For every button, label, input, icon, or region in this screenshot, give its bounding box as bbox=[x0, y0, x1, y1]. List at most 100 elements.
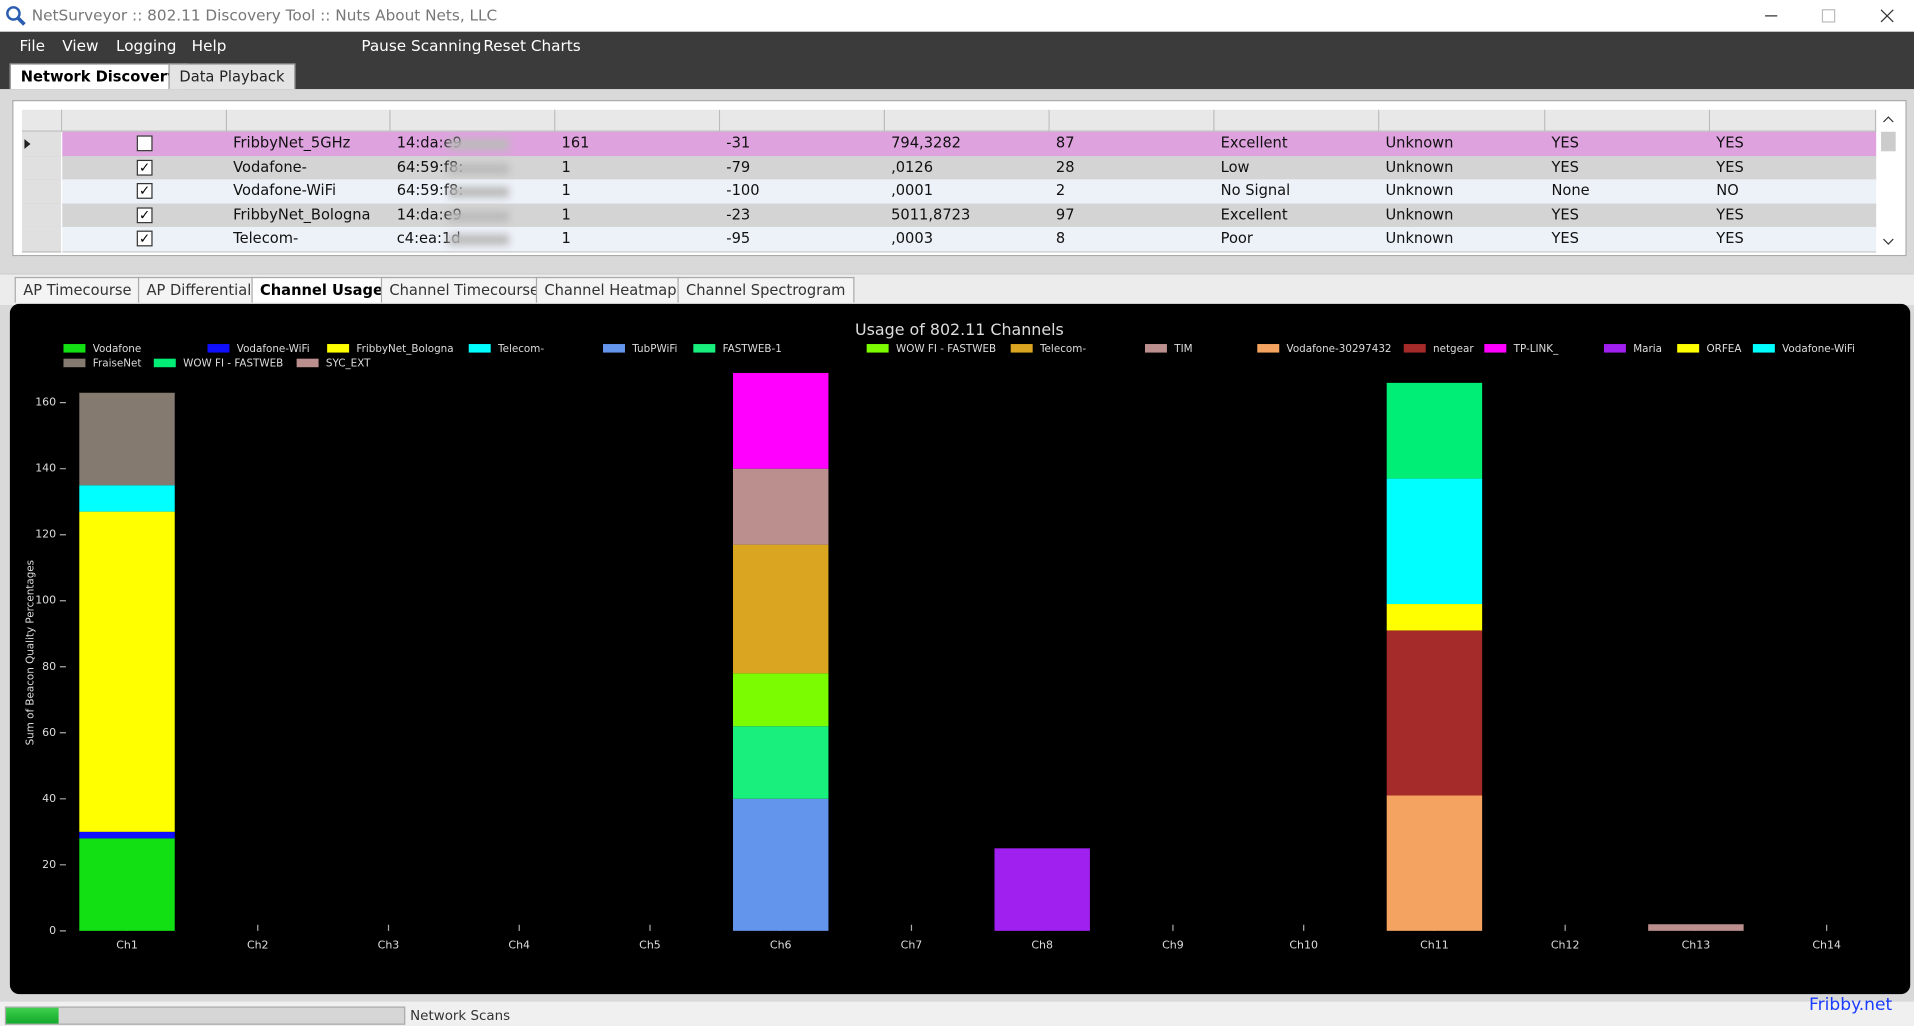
menu-item[interactable]: View bbox=[62, 36, 99, 55]
legend-swatch bbox=[1403, 344, 1426, 353]
table-cell: FribbyNet_5GHz bbox=[233, 134, 351, 152]
x-tick-label: Ch12 bbox=[1551, 938, 1580, 951]
table-cell: 64:59:f8: bbox=[396, 158, 464, 176]
row-header bbox=[21, 203, 62, 229]
table-cell: Unknown bbox=[1385, 205, 1454, 224]
legend-swatch bbox=[153, 358, 176, 368]
table-cell: 2 bbox=[1055, 182, 1066, 200]
x-tick-label: Ch1 bbox=[116, 938, 138, 951]
table-cell: Vodafone- bbox=[233, 158, 307, 176]
table-row[interactable] bbox=[62, 179, 1877, 205]
table-cell: Telecom- bbox=[233, 229, 299, 247]
chart-background bbox=[9, 303, 1911, 995]
chart-tab[interactable]: Channel Heatmap bbox=[535, 276, 686, 303]
row-header bbox=[21, 155, 62, 181]
legend-label: TubPWiFi bbox=[631, 343, 677, 355]
chart-tab[interactable]: AP Timecourse bbox=[14, 276, 141, 303]
status-label: Network Scans bbox=[410, 1007, 511, 1024]
bar-segment bbox=[79, 511, 175, 832]
column-header bbox=[1379, 109, 1546, 132]
legend-swatch bbox=[603, 344, 625, 353]
table-cell: Unknown bbox=[1385, 182, 1454, 200]
redacted bbox=[447, 186, 510, 198]
legend-label: TP-LINK_ bbox=[1513, 343, 1559, 355]
table-cell: None bbox=[1551, 182, 1590, 200]
menu-bar bbox=[0, 31, 1914, 61]
column-header bbox=[555, 109, 721, 132]
chart-tab[interactable]: AP Differential bbox=[137, 276, 260, 303]
table-cell: Unknown bbox=[1385, 158, 1454, 176]
table-cell: YES bbox=[1716, 158, 1744, 176]
title-bar: NetSurveyor :: 802.11 Discovery Tool :: … bbox=[0, 0, 1914, 32]
table-row[interactable] bbox=[62, 155, 1877, 181]
x-tick-label: Ch6 bbox=[770, 938, 792, 951]
legend-swatch bbox=[1752, 344, 1775, 353]
chart-tab[interactable]: Channel Spectrogram bbox=[677, 276, 854, 303]
bar-segment bbox=[1386, 630, 1483, 796]
table-row[interactable] bbox=[62, 227, 1877, 253]
table-cell: Excellent bbox=[1220, 134, 1288, 152]
legend-swatch bbox=[296, 358, 319, 368]
redacted bbox=[447, 139, 510, 151]
checkbox[interactable] bbox=[136, 135, 153, 152]
y-tick-label: 140 bbox=[35, 462, 56, 475]
bar-segment bbox=[733, 468, 829, 545]
bar-segment bbox=[733, 673, 829, 727]
checkbox[interactable]: ✓ bbox=[136, 231, 153, 247]
legend-swatch bbox=[866, 344, 889, 353]
column-header bbox=[21, 109, 63, 132]
chart-tab[interactable]: Channel Timecourse bbox=[380, 276, 548, 303]
table-cell: Vodafone-WiFi bbox=[233, 182, 337, 200]
bar-segment bbox=[79, 831, 175, 839]
table-cell: 64:59:f8: bbox=[396, 182, 464, 200]
legend-label: WOW FI - FASTWEB bbox=[896, 343, 996, 355]
legend-label: WOW FI - FASTWEB bbox=[183, 358, 283, 370]
bar-segment bbox=[733, 372, 829, 469]
app-icon bbox=[6, 6, 26, 26]
checkbox[interactable]: ✓ bbox=[136, 159, 153, 176]
checkbox[interactable]: ✓ bbox=[136, 183, 153, 200]
menu-item[interactable]: Logging bbox=[115, 36, 177, 55]
menu-item[interactable]: Help bbox=[191, 36, 227, 55]
y-tick-label: 160 bbox=[35, 396, 56, 409]
checkbox[interactable]: ✓ bbox=[136, 207, 153, 224]
table-cell: 14:da:e9 bbox=[396, 205, 462, 224]
table-cell: -31 bbox=[726, 134, 751, 152]
menu-button[interactable]: Reset Charts bbox=[483, 36, 581, 55]
table-cell: YES bbox=[1551, 229, 1579, 247]
column-header bbox=[1710, 109, 1877, 132]
legend-label: Maria bbox=[1633, 343, 1662, 355]
chart-tab[interactable]: Channel Usage bbox=[251, 276, 392, 303]
table-cell: 8 bbox=[1055, 229, 1066, 247]
table-cell: 161 bbox=[561, 134, 590, 152]
y-tick-label: 0 bbox=[49, 924, 56, 937]
status-link[interactable]: Fribby.net bbox=[1809, 995, 1893, 1016]
top-tab[interactable]: Network Discovery bbox=[9, 63, 188, 90]
y-axis-label: Sum of Beacon Quality Percentages bbox=[25, 560, 37, 745]
grid-scrollbar[interactable] bbox=[1877, 110, 1899, 252]
legend-swatch bbox=[1603, 344, 1626, 353]
table-cell: 97 bbox=[1055, 205, 1075, 224]
column-header bbox=[1049, 109, 1215, 132]
x-tick-label: Ch8 bbox=[1031, 938, 1053, 951]
legend-label: TIM bbox=[1173, 343, 1192, 355]
table-cell: -100 bbox=[726, 182, 760, 200]
menu-button[interactable]: Pause Scanning bbox=[361, 36, 482, 55]
legend-label: Telecom- bbox=[1039, 343, 1086, 355]
y-tick-label: 80 bbox=[42, 660, 56, 673]
x-tick-label: Ch2 bbox=[247, 938, 269, 951]
y-tick-label: 40 bbox=[42, 792, 56, 805]
top-tab[interactable]: Data Playback bbox=[168, 63, 296, 90]
legend-swatch bbox=[693, 344, 716, 353]
column-header bbox=[227, 109, 391, 132]
menu-item[interactable]: File bbox=[19, 36, 46, 55]
table-cell: Excellent bbox=[1220, 205, 1288, 224]
legend-swatch bbox=[207, 344, 230, 353]
window-controls[interactable] bbox=[1746, 0, 1914, 32]
legend-label: Vodafone-WiFi bbox=[1782, 343, 1855, 355]
table-cell: Low bbox=[1220, 158, 1250, 176]
column-header bbox=[720, 109, 885, 132]
legend-label: SYC_EXT bbox=[326, 358, 371, 370]
bar-segment bbox=[733, 544, 829, 674]
